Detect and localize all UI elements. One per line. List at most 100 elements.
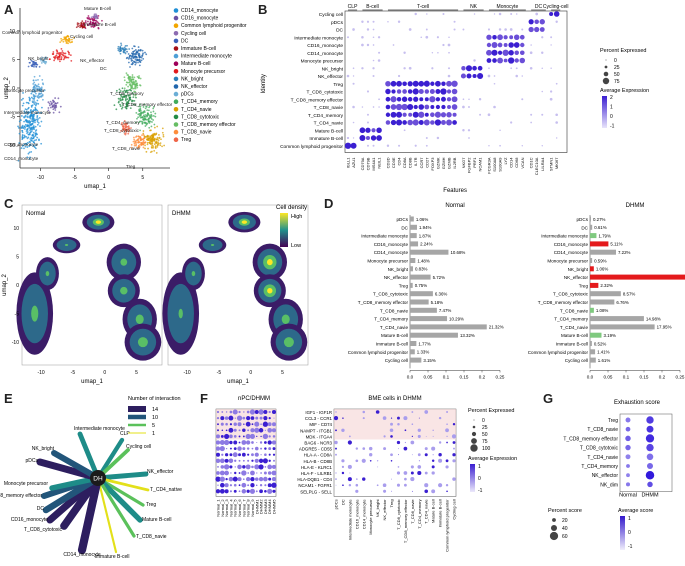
expression-dot [492,34,497,40]
pair-dot [215,446,221,451]
umap-point [133,90,135,93]
umap-point [134,94,137,97]
expression-dot [541,90,544,93]
pair-dot [242,416,246,420]
legend-label-immature-b-cell: Immature B-cell [181,46,216,52]
bar-category-t-cd8-navie: T_CD8_navie [560,308,589,313]
umap-point [127,81,130,84]
pair-dot [225,477,228,481]
umap-point [25,135,28,138]
umap-point [40,112,43,114]
umap-point [149,115,152,118]
pair-dot [254,464,260,470]
expression-dot [465,65,473,72]
umap-point [160,138,162,141]
pair-label-nampt-itgb1: NAMPT - ITGB1 [300,428,332,433]
umap-point [149,120,152,123]
gene-label-cd4: CD4 [397,157,402,166]
expression-dot [372,144,375,147]
pair-label-ncam1-fgfr1: NCAM1 - FGFR1 [298,483,332,488]
umap-point [98,22,100,25]
expression-dot [491,42,498,48]
umap-point [135,56,138,59]
umap-point [22,92,24,94]
umap-point [121,106,124,109]
umap-point [145,123,148,126]
umap-point [139,137,142,140]
pair-dot [219,439,225,446]
umap-point [144,144,146,147]
pair-dot [216,471,220,475]
umap-point [33,75,36,78]
expression-dot [486,34,492,40]
expression-dot [472,65,477,71]
umap-point [141,53,144,56]
row-label-t-cd8-navie: T_CD8_navie [314,105,344,111]
left-x-label-normal-1: Normal_1 [216,499,221,517]
umap-point [27,65,30,68]
pair-dot [424,489,429,494]
pair-dot [431,459,435,463]
pair-dot [403,471,408,475]
umap-point [128,96,131,99]
pair-dot [438,416,442,420]
pair-dot [348,435,351,438]
umap-point [154,133,157,136]
expression-dot [352,137,355,139]
gene-label-il2rb: IL2RB [452,157,457,168]
density-inner [191,271,196,277]
bar-label-t-cd8-navie: 1.08% [596,308,609,313]
bar-label-intermediate-monocyte: 1.79% [598,233,611,238]
g-row-label-t-cd4-memory: T_CD4_memory [581,464,618,470]
umap-point [123,120,126,122]
umap-point [147,139,149,141]
umap-point [121,98,124,101]
umap-point [38,116,41,119]
pair-dot [229,484,233,487]
right-x-label-mature-b-cell: Mature B-cell [431,499,436,523]
umap-point [142,143,145,146]
bar-tick-label: 0.0 [407,374,414,379]
umap-point [43,58,46,61]
pair-dot [418,417,420,419]
bar-tick-label: 0.25 [676,374,685,379]
bar-category-t-cd8-memory-effector: T_CD8_memory effector [358,300,409,305]
umap-point [70,60,73,62]
panel-label-f: F [200,391,208,406]
expression-dot [385,120,391,125]
g-row-label-t-cd8-navie: T_CD8_navie [587,427,618,433]
expression-dot [451,104,458,110]
expression-dot [513,34,520,40]
legend-label-t-cd4-navie: T_CD4_navie [181,107,212,113]
umap-point [134,79,137,82]
pair-dot [356,478,358,480]
pair-dot [335,478,337,480]
umap-point [60,58,63,61]
pair-dot [260,423,262,425]
umap-point [24,123,27,126]
umap-point [124,90,127,93]
umap-point [47,109,50,112]
g-dot-t-cd4-navie-normal [625,454,631,460]
bar-label-t-cd8-cytotoxic: 8.57% [623,292,636,297]
avg-legend-title: Average Expression [600,88,649,94]
expression-dot [436,136,440,140]
expression-dot [549,97,553,101]
pair-dot [417,465,422,469]
umap-point [32,126,35,129]
legend-swatch-pdcs [173,91,179,97]
umap-point [97,15,100,17]
expression-dot [378,106,380,108]
pair-dot [341,465,345,469]
umap-point [139,84,141,86]
expression-dot [359,127,366,134]
density-peak [95,220,102,224]
bar-category-mature-b-cell: Mature B-cell [381,333,408,338]
pair-dot [229,453,233,457]
expression-dot [396,80,402,87]
umap-point [26,115,29,118]
pct-legend-value: 25 [614,65,620,71]
umap-point [137,139,140,142]
g-pct-legend-value: 20 [562,518,568,524]
umap-point [126,98,129,101]
